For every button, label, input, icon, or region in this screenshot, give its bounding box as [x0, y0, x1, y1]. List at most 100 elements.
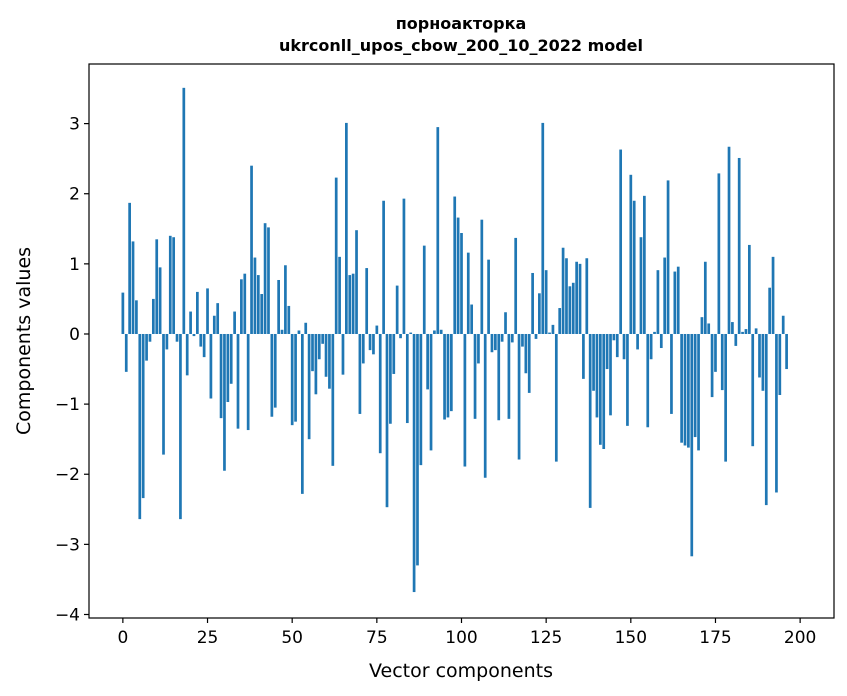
bar — [422, 245, 426, 334]
bar — [521, 333, 524, 347]
bar — [358, 333, 362, 414]
bar — [185, 333, 189, 376]
x-tick-label: 100 — [445, 628, 477, 648]
bar — [504, 312, 507, 334]
bar — [253, 257, 257, 334]
bar — [507, 333, 511, 419]
bar — [199, 333, 203, 347]
bar — [141, 333, 145, 499]
bar — [212, 315, 216, 334]
bar — [727, 146, 731, 334]
bar — [544, 270, 548, 334]
bar — [260, 294, 264, 334]
bar — [490, 333, 494, 353]
bar — [568, 286, 572, 334]
bar — [453, 196, 457, 334]
bar — [246, 333, 250, 431]
y-tick-label: 3 — [69, 115, 80, 135]
bar — [429, 333, 433, 451]
bar — [561, 247, 565, 334]
bar — [700, 317, 704, 334]
bar — [426, 333, 429, 390]
chart-title-line1: порноакторка — [396, 14, 527, 33]
bar — [781, 315, 785, 334]
bar — [670, 333, 673, 414]
bar — [151, 298, 155, 334]
bar — [256, 275, 260, 334]
bar — [724, 333, 727, 462]
bar — [548, 332, 551, 334]
bar — [372, 333, 375, 355]
bar — [311, 333, 314, 372]
bar — [128, 202, 131, 334]
bar — [663, 257, 667, 334]
bar — [764, 333, 768, 506]
bar — [226, 333, 230, 403]
bar — [172, 237, 176, 334]
bar — [554, 333, 558, 462]
bar — [273, 333, 277, 408]
bar — [206, 288, 209, 334]
bar — [720, 333, 724, 391]
bar — [287, 305, 291, 334]
bar — [551, 324, 555, 334]
bar — [338, 256, 341, 334]
bar — [653, 331, 656, 334]
bar — [250, 165, 253, 334]
bar — [466, 252, 470, 334]
y-tick-label: 0 — [69, 325, 80, 345]
bar — [639, 237, 643, 334]
bar — [368, 333, 372, 351]
bar — [676, 266, 680, 334]
bar — [768, 287, 772, 334]
bar — [378, 333, 382, 454]
bar — [131, 241, 135, 334]
y-axis-ticks: −4 −3 −2 −1 0 1 2 3 — [55, 115, 89, 625]
chart-title-line2: ukrconll_upos_cbow_200_10_2022 model — [279, 36, 643, 55]
bar — [321, 333, 325, 344]
bar — [497, 333, 501, 421]
bar — [284, 265, 287, 334]
y-tick-label: −2 — [55, 465, 80, 485]
bar — [666, 180, 670, 334]
x-tick-label: 175 — [699, 628, 731, 648]
bar — [697, 333, 700, 451]
bar — [416, 333, 419, 566]
bar — [229, 333, 233, 384]
bar — [348, 275, 352, 334]
bar — [317, 333, 321, 360]
bar — [571, 282, 575, 334]
bar — [690, 333, 694, 557]
bar — [209, 333, 213, 399]
bar — [531, 272, 534, 334]
bar — [405, 333, 409, 424]
bar-series — [121, 87, 788, 593]
bar — [527, 333, 531, 393]
bar — [538, 293, 541, 334]
bar — [433, 330, 436, 334]
bar — [477, 333, 480, 364]
bar — [219, 333, 223, 419]
bar — [365, 268, 369, 334]
bar — [385, 333, 389, 508]
bar — [741, 331, 744, 334]
bar — [778, 333, 782, 395]
bar — [263, 223, 267, 334]
bar — [409, 332, 413, 334]
y-tick-label: −4 — [55, 605, 80, 625]
bar — [277, 279, 280, 334]
y-tick-label: −1 — [55, 395, 80, 415]
bar — [324, 333, 328, 377]
bar — [168, 235, 172, 334]
bar — [754, 328, 758, 334]
bar — [135, 300, 138, 334]
bar — [731, 322, 734, 334]
bar — [480, 219, 484, 334]
bar — [656, 270, 660, 334]
bar — [615, 333, 619, 358]
bar — [612, 333, 616, 341]
bar — [598, 333, 602, 445]
bar — [710, 333, 714, 398]
bar — [138, 333, 142, 520]
bar — [436, 127, 440, 334]
